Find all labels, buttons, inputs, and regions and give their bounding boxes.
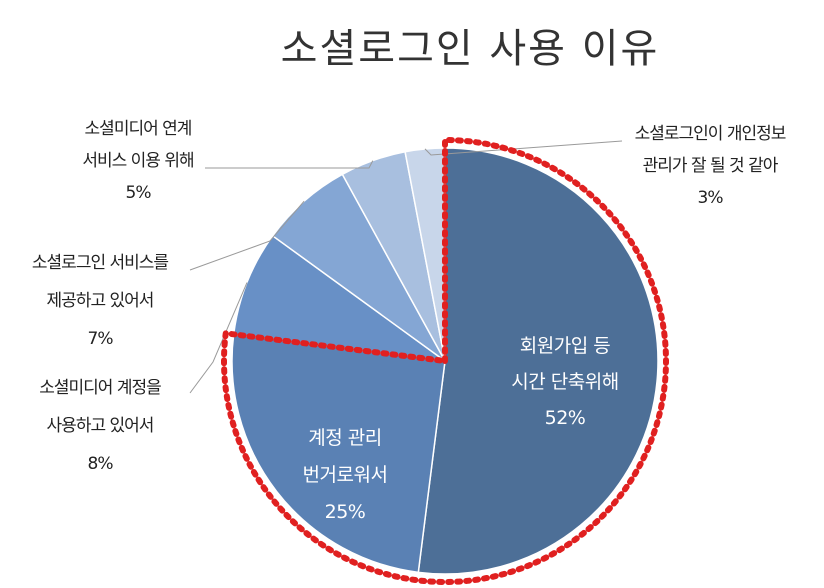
data-label-value: 5% [126, 183, 152, 203]
highlight-dotted-outline [221, 137, 669, 585]
chart-title: 소셜로그인 사용 이유 [281, 26, 660, 72]
data-label-text: 시간 단축위해 [511, 371, 618, 393]
data-label-text: 소셜로그인 서비스를 [32, 253, 169, 273]
leader-lines [189, 140, 623, 394]
leader-line [189, 282, 248, 394]
slice-계정-관리-번거로워서 [231, 333, 446, 574]
data-label-text: 소셜미디어 연계 [85, 119, 192, 139]
highlight-outline [221, 137, 669, 585]
leader-line [205, 160, 374, 169]
data-label-text: 소셜로그인이 개인정보 [635, 124, 786, 144]
data-label-value: 7% [88, 329, 114, 349]
leader-line [424, 140, 623, 156]
data-label-text: 사용하고 있어서 [47, 416, 154, 436]
data-label-value: 3% [698, 188, 724, 208]
data-label-text: 계정 관리 [308, 427, 381, 449]
pie-slices [231, 147, 659, 575]
data-label-text: 번거로워서 [303, 464, 388, 486]
data-label-text: 회원가입 등 [520, 335, 610, 357]
data-label-text: 서비스 이용 위해 [82, 151, 193, 171]
data-label-text: 소셜미디어 계정을 [39, 378, 161, 398]
data-label-value: 8% [88, 454, 114, 474]
data-label-text: 관리가 잘 될 것 같아 [643, 156, 779, 176]
slice-회원가입-등-시간-단축위해 [417, 147, 659, 575]
data-label-text: 제공하고 있어서 [47, 291, 154, 311]
data-label-value: 25% [325, 501, 366, 523]
data-label-value: 52% [545, 407, 586, 429]
leader-line [189, 200, 305, 271]
